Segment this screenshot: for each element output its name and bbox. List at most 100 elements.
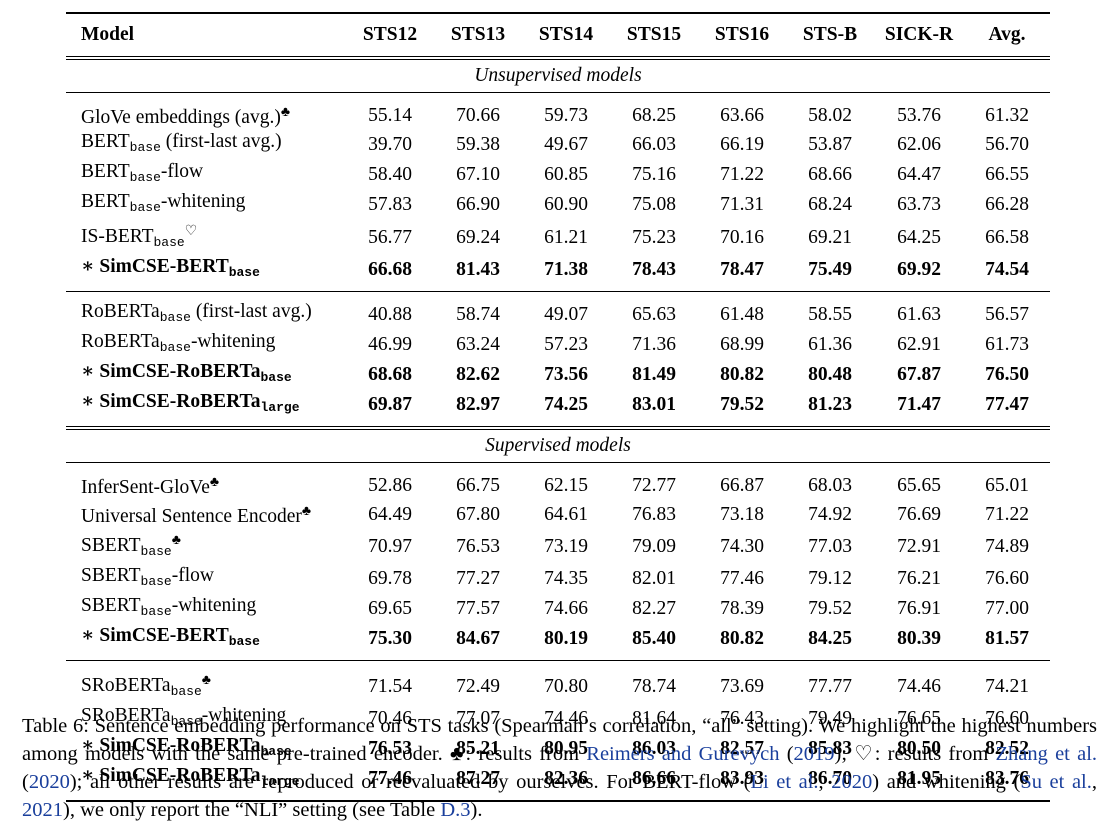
score-cell: 71.22 [720, 164, 764, 185]
score-cell: 71.38 [544, 259, 588, 280]
score-cell: 63.73 [897, 194, 941, 215]
score-cell: 70.46 [368, 708, 412, 729]
score-cell: 58.74 [434, 291, 522, 330]
score-cell: 76.50 [985, 364, 1029, 385]
score-cell: 76.60 [985, 568, 1029, 589]
citation-link[interactable]: Zhang et al. [995, 743, 1098, 765]
section-title: Unsupervised models [66, 56, 1050, 93]
model-name-cell: SRoBERTabase♣ [66, 660, 346, 704]
score-cell: 69.92 [897, 259, 941, 280]
model-name: ∗ SimCSE-RoBERTa [81, 361, 261, 382]
score-cell: 77.57 [456, 598, 500, 619]
model-variant: -whitening [201, 705, 287, 726]
caption-text: ); all other results are reproduced or r… [69, 771, 751, 793]
score-cell: 49.67 [544, 134, 588, 155]
score-cell: 77.27 [456, 568, 500, 589]
score-cell: 66.75 [434, 462, 522, 500]
citation-link[interactable]: 2020 [28, 771, 70, 793]
score-cell: 85.21 [456, 738, 500, 759]
table-row: SBERTbase-whitening 69.65 77.57 74.66 82.27 7… [66, 594, 1050, 624]
score-cell: 69.87 [368, 394, 412, 415]
model-size-subscript: base [140, 604, 172, 619]
model-variant: (first-last avg.) [160, 131, 282, 152]
citation-link[interactable]: Reimers and Gurevych [586, 743, 780, 765]
score-cell: 75.23 [632, 226, 676, 248]
model-name-cell: GloVe embeddings (avg.)♣ [66, 92, 346, 130]
score-cell: 75.30 [368, 628, 412, 649]
score-cell: 64.49 [368, 503, 412, 525]
model-size-subscript: base [129, 170, 161, 185]
header-row: Model STS12 STS13 STS14 STS15 STS16 STS-… [66, 13, 1050, 59]
score-cell: 58.55 [786, 291, 874, 330]
score-cell: 71.54 [346, 660, 434, 704]
score-cell: 65.65 [874, 462, 964, 500]
model-name: BERT [81, 161, 130, 182]
score-cell: 68.25 [610, 92, 698, 130]
score-cell: 68.68 [368, 364, 412, 385]
model-name-cell: RoBERTabase-whitening [66, 330, 346, 360]
score-cell: 63.24 [456, 334, 500, 355]
score-cell: 74.54 [985, 259, 1029, 280]
score-cell: 69.65 [368, 598, 412, 619]
score-cell: 53.76 [874, 92, 964, 130]
score-cell: 60.90 [544, 194, 588, 215]
score-cell: 81.64 [632, 708, 676, 729]
score-cell: 66.03 [632, 134, 676, 155]
score-cell: 71.22 [985, 503, 1029, 525]
model-name: SBERT [81, 595, 141, 616]
score-cell: 69.78 [368, 568, 412, 589]
citation-link[interactable]: 2021 [22, 799, 63, 821]
table-row: SBERTbase-flow 69.78 77.27 74.35 82.01 77.46 7… [66, 564, 1050, 594]
score-cell: 57.23 [544, 334, 588, 355]
score-cell: 77.46 [346, 764, 434, 802]
score-cell: 71.31 [720, 194, 764, 215]
score-cell: 71.47 [897, 394, 941, 415]
score-cell: 81.43 [456, 259, 500, 280]
score-cell: 68.24 [808, 194, 852, 215]
score-cell: 64.47 [897, 164, 941, 185]
model-size-subscript: base [129, 140, 161, 155]
score-cell: 85.40 [632, 628, 676, 649]
score-cell: 56.57 [964, 291, 1050, 330]
table-row: BERTbase (first-last avg.) 39.70 59.38 49.6… [66, 130, 1050, 160]
score-cell: 62.91 [897, 334, 941, 355]
citation-link[interactable]: Su et al. [1020, 771, 1092, 793]
caption-text: ). [470, 799, 483, 821]
score-cell: 76.69 [897, 503, 941, 525]
citation-link[interactable]: 2020 [831, 771, 873, 793]
score-cell: 73.18 [720, 503, 764, 525]
table-row: InferSent-GloVe♣ 52.86 66.75 62.15 72.77 66.8… [66, 462, 1050, 500]
score-cell: 82.57 [720, 738, 764, 759]
score-cell: 56.70 [985, 134, 1029, 155]
table-row: GloVe embeddings (avg.)♣ 55.14 70.66 59.73 6… [66, 92, 1050, 130]
score-cell: 78.43 [632, 259, 676, 280]
col-header-sts14: STS14 [522, 13, 610, 59]
score-cell: 72.91 [897, 535, 941, 557]
score-cell: 61.36 [808, 334, 852, 355]
score-cell: 77.03 [808, 535, 852, 557]
citation-link[interactable]: 2019 [793, 743, 835, 765]
score-cell: 67.87 [897, 364, 941, 385]
model-name: GloVe embeddings (avg.) [81, 107, 281, 128]
model-name: Universal Sentence Encoder [81, 506, 302, 527]
col-header-avg: Avg. [964, 13, 1050, 59]
score-cell: 58.02 [786, 92, 874, 130]
score-cell: 74.21 [964, 660, 1050, 704]
citation-link[interactable]: Li et al. [750, 771, 819, 793]
score-cell: 75.49 [808, 259, 852, 280]
score-cell: 79.49 [808, 708, 852, 729]
model-name: ∗ SimCSE-RoBERTa [81, 735, 261, 756]
model-name: SBERT [81, 565, 141, 586]
score-cell: 82.36 [522, 764, 610, 802]
score-cell: 76.53 [456, 535, 500, 557]
model-name: SRoBERTa [81, 705, 171, 726]
score-cell: 85.83 [808, 738, 852, 759]
model-name-cell: Universal Sentence Encoder♣ [66, 500, 346, 529]
score-cell: 62.15 [522, 462, 610, 500]
club-icon: ♣ [171, 533, 181, 548]
score-cell: 81.57 [985, 628, 1029, 649]
citation-link[interactable]: D.3 [440, 799, 471, 821]
score-cell: 61.73 [985, 334, 1029, 355]
score-cell: 67.80 [456, 503, 500, 525]
col-header-sts12: STS12 [346, 13, 434, 59]
